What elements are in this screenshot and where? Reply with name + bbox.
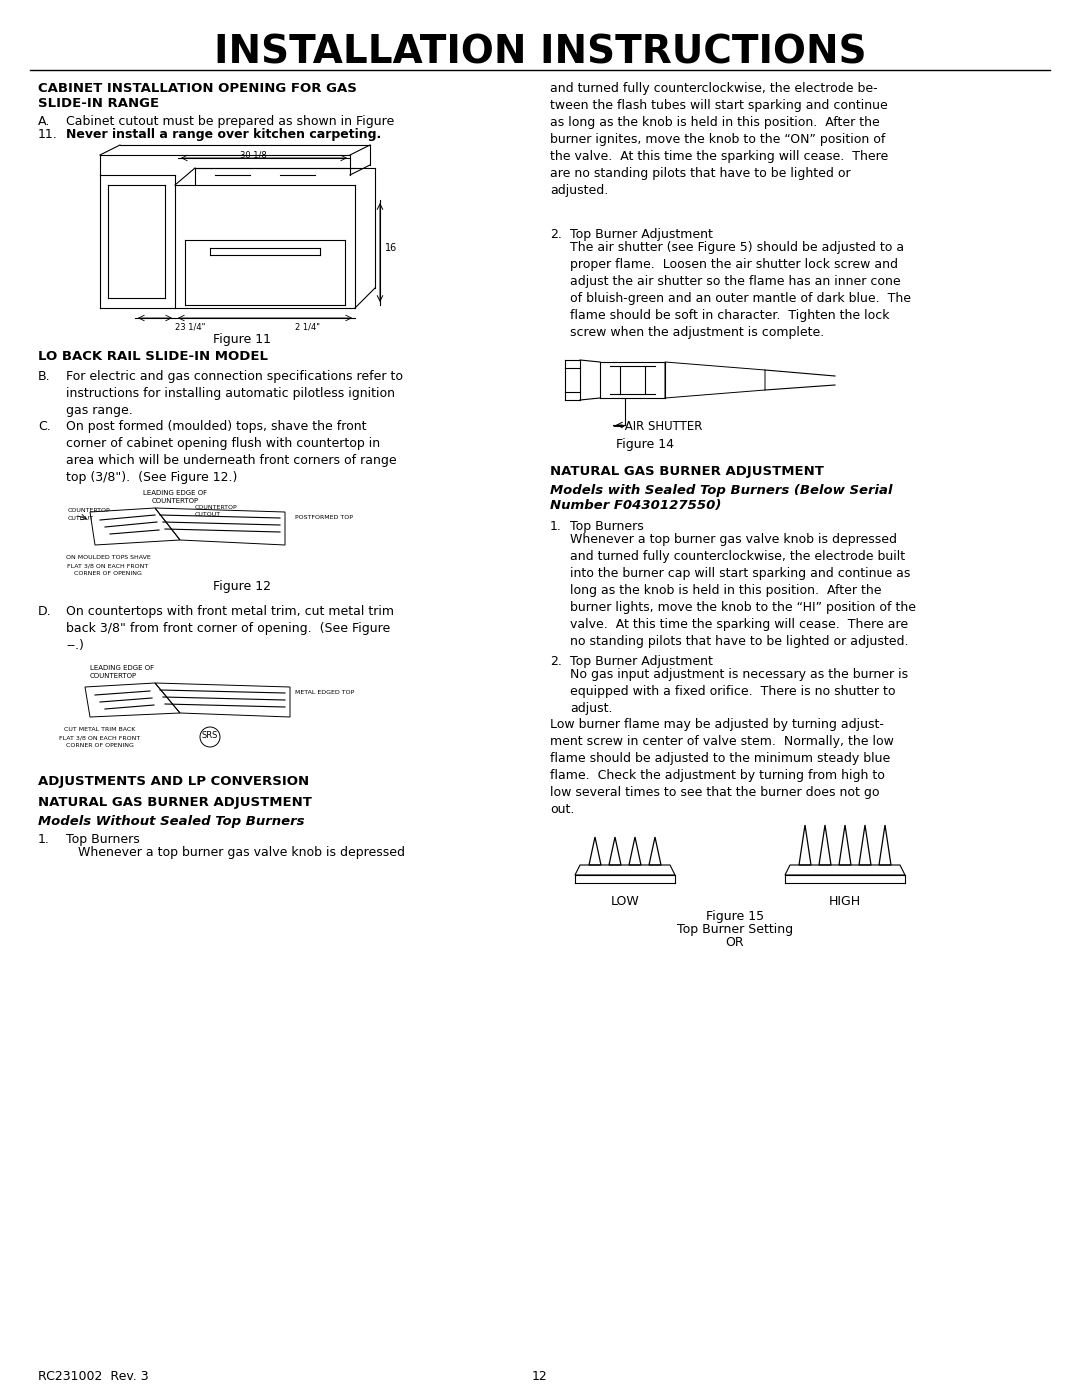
Text: Number F0430127550): Number F0430127550) — [550, 499, 721, 511]
Text: FLAT 3/8 ON EACH FRONT: FLAT 3/8 ON EACH FRONT — [67, 563, 149, 569]
Text: Top Burner Adjustment: Top Burner Adjustment — [570, 655, 713, 668]
Text: OR: OR — [726, 936, 744, 949]
Text: and turned fully counterclockwise, the electrode be-
tween the flash tubes will : and turned fully counterclockwise, the e… — [550, 82, 888, 197]
Text: 11.: 11. — [38, 129, 57, 141]
Text: 30 1/8: 30 1/8 — [240, 149, 267, 159]
Text: CABINET INSTALLATION OPENING FOR GAS: CABINET INSTALLATION OPENING FOR GAS — [38, 82, 356, 95]
Text: NATURAL GAS BURNER ADJUSTMENT: NATURAL GAS BURNER ADJUSTMENT — [550, 465, 824, 478]
Text: Figure 14: Figure 14 — [616, 439, 674, 451]
Text: CUTOUT: CUTOUT — [68, 515, 94, 521]
Text: 2 1/4": 2 1/4" — [295, 323, 320, 332]
Text: CUTOUT: CUTOUT — [195, 511, 221, 517]
Text: Figure 15: Figure 15 — [706, 909, 764, 923]
Text: COUNTERTOP: COUNTERTOP — [195, 504, 238, 510]
Text: COUNTERTOP: COUNTERTOP — [151, 497, 199, 504]
Text: Cabinet cutout must be prepared as shown in Figure: Cabinet cutout must be prepared as shown… — [66, 115, 394, 129]
Text: POSTFORMED TOP: POSTFORMED TOP — [295, 515, 353, 520]
Text: INSTALLATION INSTRUCTIONS: INSTALLATION INSTRUCTIONS — [214, 34, 866, 71]
Text: A.: A. — [38, 115, 51, 129]
Text: No gas input adjustment is necessary as the burner is
equipped with a fixed orif: No gas input adjustment is necessary as … — [570, 668, 908, 715]
Text: ON MOULDED TOPS SHAVE: ON MOULDED TOPS SHAVE — [66, 555, 150, 560]
Text: Top Burner Adjustment: Top Burner Adjustment — [570, 228, 713, 242]
Text: Models with Sealed Top Burners (Below Serial: Models with Sealed Top Burners (Below Se… — [550, 483, 892, 497]
Text: For electric and gas connection specifications refer to
instructions for install: For electric and gas connection specific… — [66, 370, 403, 416]
Text: Whenever a top burner gas valve knob is depressed
and turned fully counterclockw: Whenever a top burner gas valve knob is … — [570, 534, 916, 648]
Text: Never install a range over kitchen carpeting.: Never install a range over kitchen carpe… — [66, 129, 381, 141]
Text: Whenever a top burner gas valve knob is depressed: Whenever a top burner gas valve knob is … — [78, 847, 405, 859]
Text: ADJUSTMENTS AND LP CONVERSION: ADJUSTMENTS AND LP CONVERSION — [38, 775, 309, 788]
Text: CORNER OF OPENING: CORNER OF OPENING — [75, 571, 141, 576]
Text: CUT METAL TRIM BACK: CUT METAL TRIM BACK — [65, 726, 136, 732]
Text: COUNTERTOP: COUNTERTOP — [68, 509, 110, 513]
Text: 12: 12 — [532, 1370, 548, 1383]
Text: 2.: 2. — [550, 228, 562, 242]
Text: Figure 12: Figure 12 — [213, 580, 271, 592]
Text: Figure 11: Figure 11 — [213, 332, 271, 346]
Text: Low burner flame may be adjusted by turning adjust-
ment screw in center of valv: Low burner flame may be adjusted by turn… — [550, 718, 894, 816]
Text: NATURAL GAS BURNER ADJUSTMENT: NATURAL GAS BURNER ADJUSTMENT — [38, 796, 312, 809]
Text: 1.: 1. — [38, 833, 50, 847]
Text: HIGH: HIGH — [829, 895, 861, 908]
Text: FLAT 3/8 ON EACH FRONT: FLAT 3/8 ON EACH FRONT — [59, 735, 140, 740]
Text: LEADING EDGE OF: LEADING EDGE OF — [90, 665, 154, 671]
Text: On post formed (moulded) tops, shave the front
corner of cabinet opening flush w: On post formed (moulded) tops, shave the… — [66, 420, 396, 483]
Text: The air shutter (see Figure 5) should be adjusted to a
proper flame.  Loosen the: The air shutter (see Figure 5) should be… — [570, 242, 912, 339]
Text: SRS: SRS — [202, 731, 218, 740]
Text: Top Burners: Top Burners — [66, 833, 139, 847]
Text: B.: B. — [38, 370, 51, 383]
Text: COUNTERTOP: COUNTERTOP — [90, 673, 137, 679]
Text: RC231002  Rev. 3: RC231002 Rev. 3 — [38, 1370, 149, 1383]
Text: LOW: LOW — [610, 895, 639, 908]
Text: 2.: 2. — [550, 655, 562, 668]
Text: 16: 16 — [384, 243, 397, 253]
Text: SLIDE-IN RANGE: SLIDE-IN RANGE — [38, 96, 159, 110]
Text: Top Burners: Top Burners — [570, 520, 644, 534]
Text: —AIR SHUTTER: —AIR SHUTTER — [613, 420, 702, 433]
Text: Models Without Sealed Top Burners: Models Without Sealed Top Burners — [38, 814, 305, 828]
Text: METAL EDGED TOP: METAL EDGED TOP — [295, 690, 354, 694]
Text: 23 1/4": 23 1/4" — [175, 323, 205, 332]
Text: LEADING EDGE OF: LEADING EDGE OF — [143, 490, 207, 496]
Text: On countertops with front metal trim, cut metal trim
back 3/8" from front corner: On countertops with front metal trim, cu… — [66, 605, 394, 652]
Text: LO BACK RAIL SLIDE-IN MODEL: LO BACK RAIL SLIDE-IN MODEL — [38, 351, 268, 363]
Text: CORNER OF OPENING: CORNER OF OPENING — [66, 743, 134, 747]
Text: C.: C. — [38, 420, 51, 433]
Text: Top Burner Setting: Top Burner Setting — [677, 923, 793, 936]
Text: 1.: 1. — [550, 520, 562, 534]
Text: D.: D. — [38, 605, 52, 617]
